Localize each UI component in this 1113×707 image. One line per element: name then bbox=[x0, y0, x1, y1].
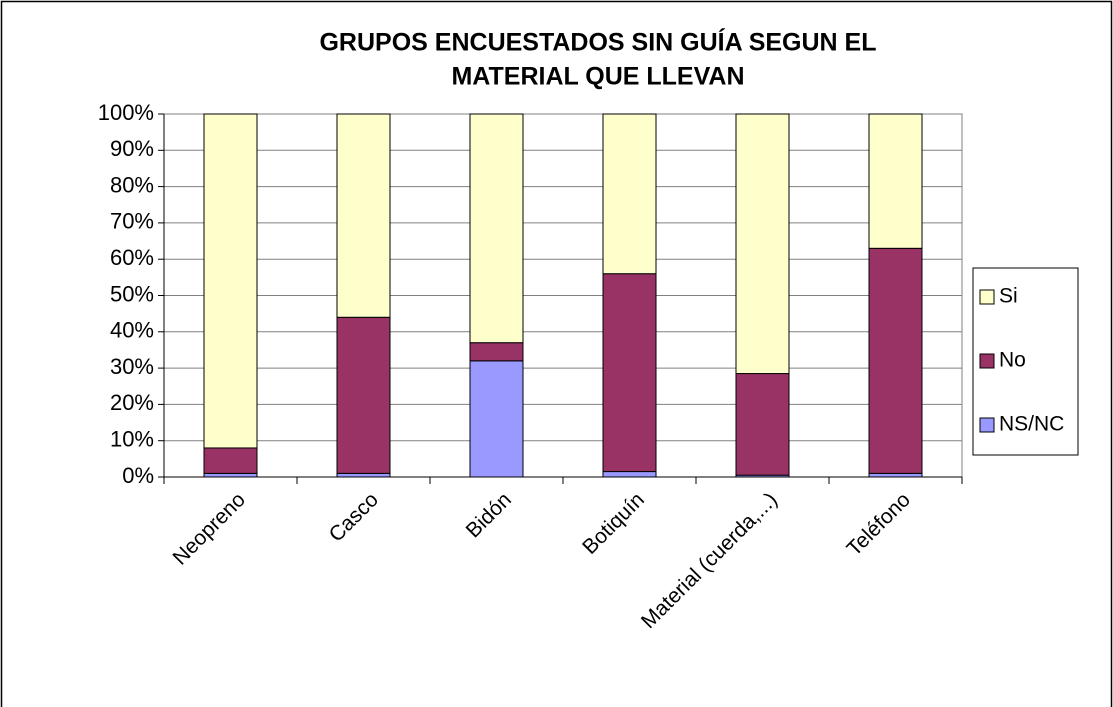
legend-label: No bbox=[999, 349, 1026, 372]
y-tick-label: 10% bbox=[110, 427, 154, 452]
chart-title: MATERIAL QUE LLEVAN bbox=[451, 63, 744, 91]
y-tick-label: 20% bbox=[110, 390, 154, 415]
bar-segment bbox=[469, 342, 524, 362]
legend-label: Si bbox=[999, 285, 1018, 308]
bar-segment bbox=[868, 247, 923, 474]
bar-segment bbox=[735, 113, 790, 375]
y-tick-label: 60% bbox=[110, 245, 154, 270]
y-tick-label: 80% bbox=[110, 172, 154, 197]
bar-segment bbox=[336, 316, 391, 474]
legend-swatch bbox=[979, 417, 995, 433]
bar-segment bbox=[203, 472, 258, 478]
bar-segment bbox=[336, 113, 391, 318]
legend-label: NS/NC bbox=[999, 413, 1064, 436]
y-tick-label: 0% bbox=[122, 463, 154, 488]
y-tick-label: 100% bbox=[98, 100, 154, 125]
legend-swatch bbox=[979, 353, 995, 369]
bar-segment bbox=[602, 113, 657, 275]
y-tick-label: 30% bbox=[110, 354, 154, 379]
bar-segment bbox=[602, 273, 657, 473]
chart-title: GRUPOS ENCUESTADOS SIN GUÍA SEGUN EL bbox=[319, 28, 876, 57]
bar-segment bbox=[203, 113, 258, 449]
bar-segment bbox=[203, 447, 258, 474]
bar-segment bbox=[469, 360, 524, 478]
bar-segment bbox=[868, 113, 923, 249]
legend-swatch bbox=[979, 289, 995, 305]
bar-segment bbox=[469, 113, 524, 344]
bar-segment bbox=[868, 472, 923, 478]
y-tick-label: 50% bbox=[110, 281, 154, 306]
bar-segment bbox=[735, 373, 790, 476]
y-tick-label: 90% bbox=[110, 136, 154, 161]
bar-segment bbox=[602, 471, 657, 478]
bar-segment bbox=[336, 472, 391, 478]
y-tick-label: 70% bbox=[110, 209, 154, 234]
y-tick-label: 40% bbox=[110, 318, 154, 343]
